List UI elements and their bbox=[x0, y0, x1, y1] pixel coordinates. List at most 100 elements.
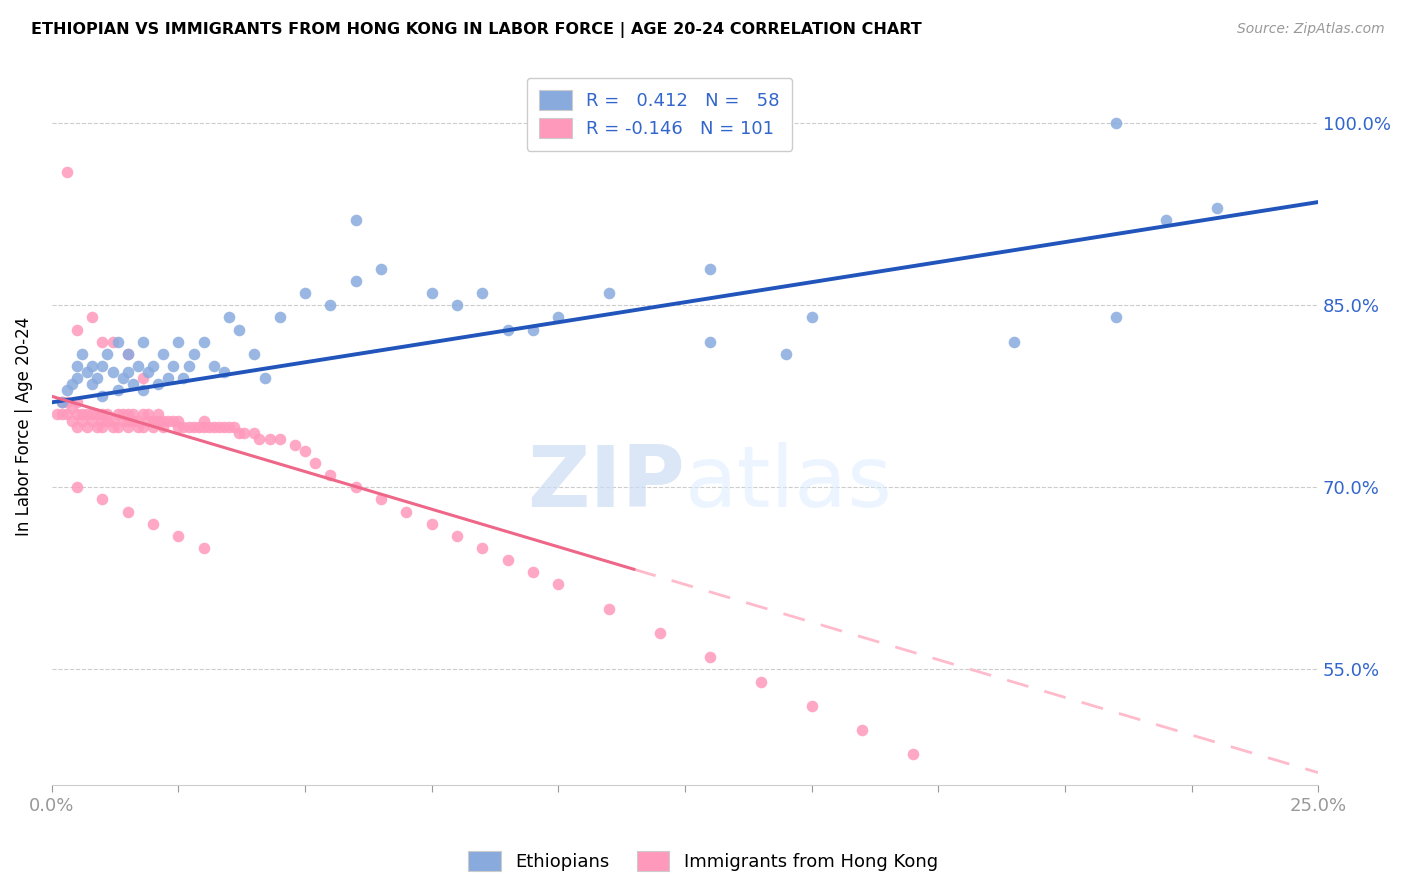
Point bbox=[259, 432, 281, 446]
Point bbox=[699, 650, 721, 665]
Text: ETHIOPIAN VS IMMIGRANTS FROM HONG KONG IN LABOR FORCE | AGE 20-24 CORRELATION CH: ETHIOPIAN VS IMMIGRANTS FROM HONG KONG I… bbox=[31, 22, 922, 38]
Point bbox=[117, 408, 139, 422]
Point bbox=[547, 310, 569, 325]
Point bbox=[202, 359, 225, 373]
Point bbox=[107, 383, 129, 397]
Point bbox=[45, 408, 67, 422]
Point bbox=[243, 425, 266, 440]
Point bbox=[107, 408, 129, 422]
Point bbox=[699, 334, 721, 349]
Point bbox=[70, 347, 93, 361]
Point bbox=[56, 408, 79, 422]
Point bbox=[522, 322, 544, 336]
Text: atlas: atlas bbox=[685, 442, 893, 525]
Point bbox=[395, 505, 418, 519]
Point bbox=[183, 347, 205, 361]
Point bbox=[142, 419, 165, 434]
Point bbox=[60, 413, 83, 427]
Point bbox=[172, 371, 194, 385]
Point bbox=[218, 310, 240, 325]
Point bbox=[224, 419, 246, 434]
Point bbox=[132, 334, 155, 349]
Point bbox=[284, 438, 307, 452]
Point bbox=[142, 359, 165, 373]
Point bbox=[167, 419, 190, 434]
Point bbox=[699, 261, 721, 276]
Point bbox=[446, 298, 468, 312]
Point bbox=[193, 413, 215, 427]
Point bbox=[107, 419, 129, 434]
Point bbox=[420, 286, 443, 301]
Point bbox=[76, 365, 98, 379]
Point bbox=[51, 395, 73, 409]
Point bbox=[269, 432, 291, 446]
Point bbox=[304, 456, 326, 470]
Point bbox=[91, 359, 114, 373]
Point bbox=[193, 334, 215, 349]
Point bbox=[370, 261, 392, 276]
Point bbox=[598, 601, 620, 615]
Point bbox=[1154, 213, 1177, 227]
Point bbox=[157, 413, 180, 427]
Point bbox=[117, 413, 139, 427]
Point bbox=[132, 419, 155, 434]
Point bbox=[269, 310, 291, 325]
Point bbox=[193, 419, 215, 434]
Point bbox=[117, 365, 139, 379]
Legend: R =   0.412   N =   58, R = -0.146   N = 101: R = 0.412 N = 58, R = -0.146 N = 101 bbox=[527, 78, 793, 151]
Point bbox=[127, 359, 149, 373]
Point bbox=[91, 419, 114, 434]
Point bbox=[319, 298, 342, 312]
Point bbox=[212, 365, 235, 379]
Point bbox=[60, 377, 83, 392]
Point bbox=[66, 408, 89, 422]
Point bbox=[101, 365, 124, 379]
Point bbox=[86, 419, 108, 434]
Point bbox=[82, 359, 104, 373]
Point bbox=[96, 413, 118, 427]
Point bbox=[70, 408, 93, 422]
Point bbox=[82, 413, 104, 427]
Point bbox=[142, 516, 165, 531]
Point bbox=[96, 347, 118, 361]
Point bbox=[86, 371, 108, 385]
Point bbox=[152, 347, 174, 361]
Point bbox=[294, 286, 316, 301]
Point bbox=[111, 408, 134, 422]
Point bbox=[76, 419, 98, 434]
Point bbox=[344, 480, 367, 494]
Point bbox=[183, 419, 205, 434]
Point bbox=[70, 413, 93, 427]
Point bbox=[749, 674, 772, 689]
Point bbox=[56, 383, 79, 397]
Point bbox=[96, 408, 118, 422]
Point bbox=[800, 310, 823, 325]
Point bbox=[197, 419, 219, 434]
Point bbox=[800, 698, 823, 713]
Point bbox=[117, 347, 139, 361]
Point bbox=[901, 747, 924, 762]
Point bbox=[82, 408, 104, 422]
Point bbox=[162, 413, 184, 427]
Point bbox=[152, 419, 174, 434]
Point bbox=[66, 371, 89, 385]
Point bbox=[136, 413, 159, 427]
Point bbox=[1002, 334, 1025, 349]
Point bbox=[420, 516, 443, 531]
Point bbox=[66, 322, 89, 336]
Point bbox=[146, 413, 169, 427]
Point bbox=[496, 553, 519, 567]
Point bbox=[249, 432, 271, 446]
Point bbox=[142, 413, 165, 427]
Point bbox=[202, 419, 225, 434]
Point bbox=[91, 389, 114, 403]
Point bbox=[471, 541, 494, 555]
Point bbox=[146, 377, 169, 392]
Point bbox=[101, 413, 124, 427]
Point bbox=[66, 419, 89, 434]
Text: Source: ZipAtlas.com: Source: ZipAtlas.com bbox=[1237, 22, 1385, 37]
Point bbox=[56, 395, 79, 409]
Point bbox=[127, 413, 149, 427]
Point bbox=[76, 408, 98, 422]
Point bbox=[212, 419, 235, 434]
